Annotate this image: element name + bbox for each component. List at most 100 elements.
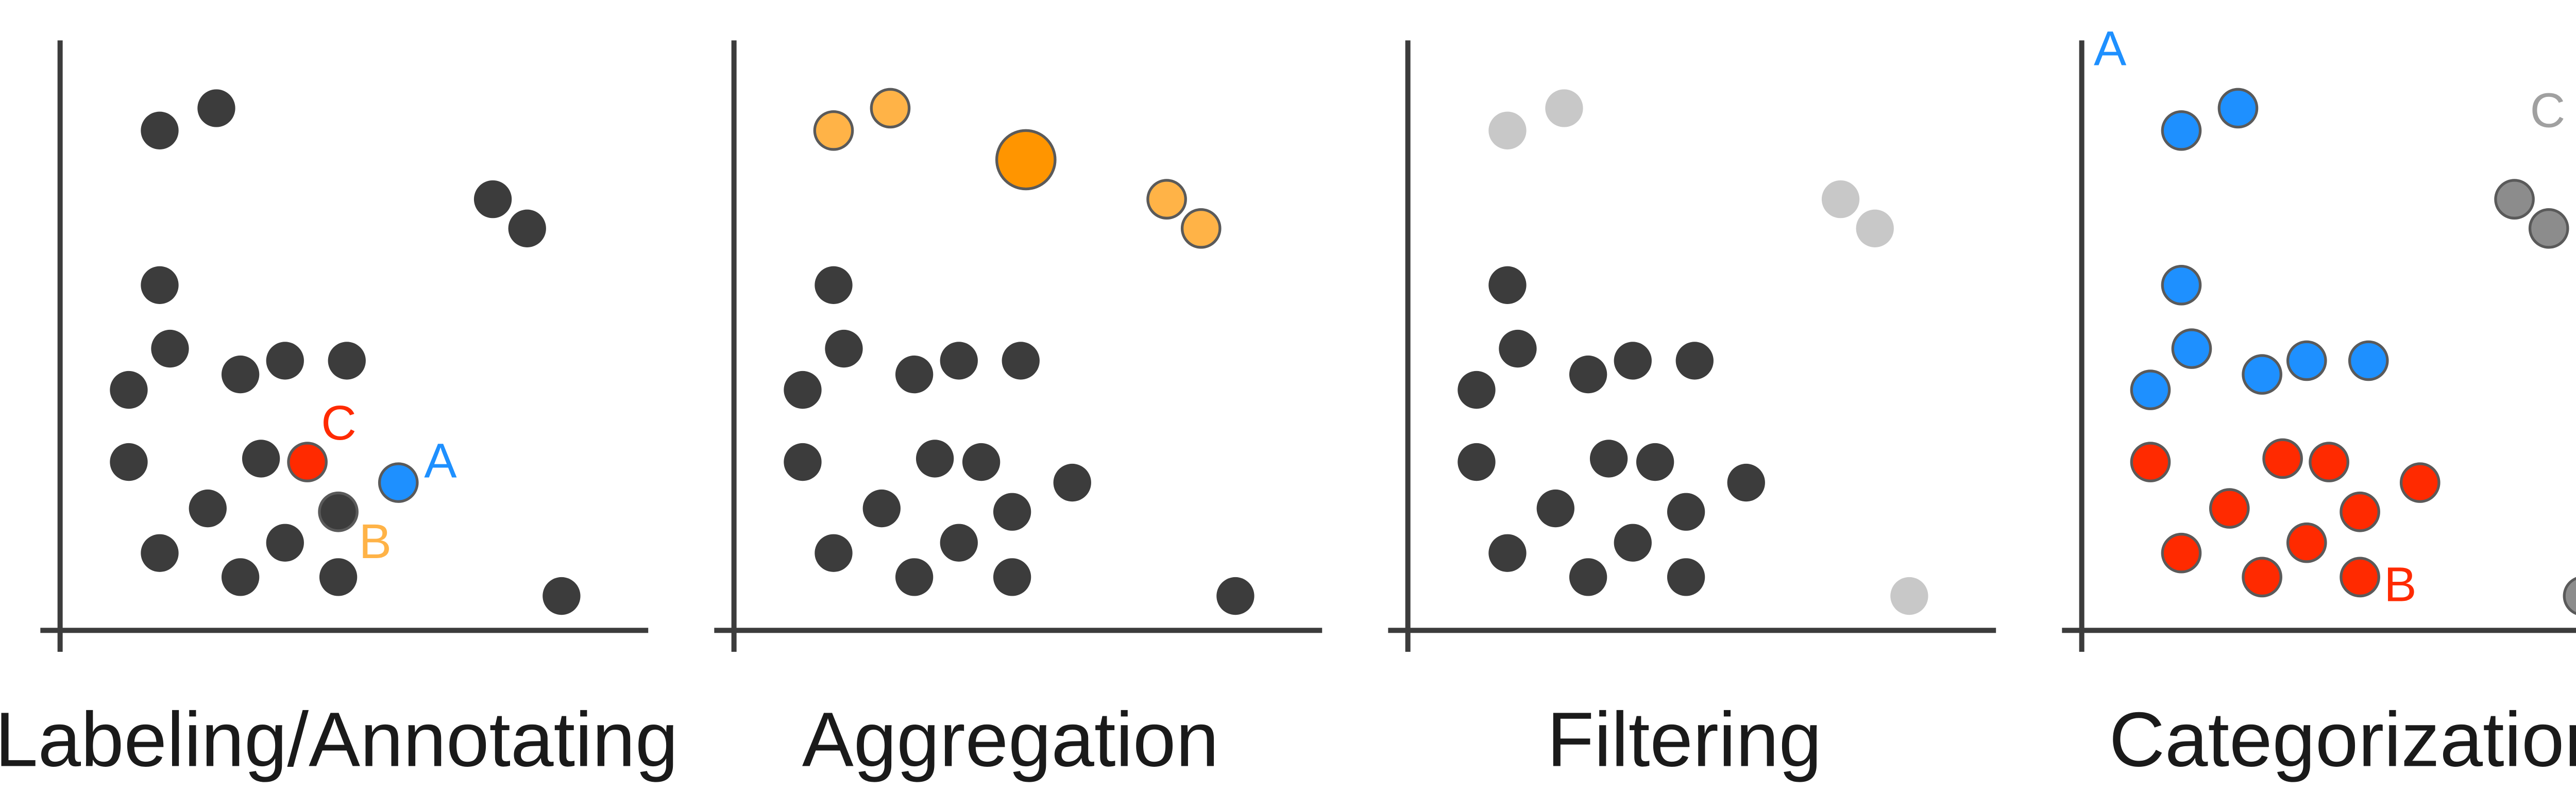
data-point-gray	[2494, 179, 2535, 220]
data-point-dark	[862, 489, 901, 528]
data-point-light	[1545, 89, 1583, 127]
data-point-dark	[784, 443, 822, 481]
data-point-blue	[2171, 328, 2212, 369]
data-point-red	[2209, 488, 2250, 529]
data-point-light	[1488, 111, 1527, 149]
data-point-orange-light	[813, 110, 854, 151]
data-point-dark	[1488, 534, 1527, 572]
data-point-red	[2309, 442, 2349, 482]
label-c: C	[2530, 83, 2566, 138]
data-point-dark	[197, 89, 235, 127]
data-point-red	[2399, 462, 2441, 503]
data-point-red	[2340, 491, 2380, 532]
data-point-light	[1856, 209, 1894, 247]
axes	[40, 40, 649, 652]
data-point-dark	[1569, 558, 1607, 596]
data-point-dark	[1216, 577, 1255, 615]
data-point-dark	[1667, 493, 1705, 531]
data-point-dark	[1458, 443, 1496, 481]
data-point-orange-light	[1146, 179, 1187, 220]
data-point-dark	[319, 558, 358, 596]
panel-filtering: Filtering	[1388, 40, 1996, 783]
axes	[2062, 40, 2576, 652]
data-point-dark	[151, 329, 189, 368]
data-point-dark	[1458, 371, 1496, 409]
data-point-dark	[940, 342, 978, 380]
data-point-blue	[2161, 110, 2202, 151]
data-point-dark	[1536, 489, 1574, 528]
data-point-dark	[1727, 463, 1765, 502]
data-point-dark	[895, 355, 934, 394]
panel-title: Labeling/Annotating	[0, 696, 678, 783]
data-point-dark	[110, 371, 148, 409]
data-point-dark	[328, 342, 366, 380]
data-point-dark	[1499, 329, 1537, 368]
data-point-dark	[1667, 558, 1705, 596]
data-point-red	[2340, 557, 2380, 598]
data-point-light	[1890, 577, 1928, 615]
data-point-dark	[1053, 463, 1091, 502]
data-point-dark	[508, 209, 546, 247]
data-point-dark	[1636, 443, 1674, 481]
data-point-dark	[1675, 342, 1714, 380]
data-point-orange-light	[1180, 208, 1222, 249]
data-point-dark	[1614, 524, 1652, 562]
data-point-dark	[940, 524, 978, 562]
data-point-dark	[993, 493, 1031, 531]
data-point-dark	[962, 443, 1001, 481]
label-b: B	[2384, 558, 2416, 612]
data-point-dark	[543, 577, 581, 615]
axes	[1388, 40, 1996, 652]
data-point-blue	[378, 462, 419, 503]
data-point-dark	[473, 180, 512, 218]
data-point-dark	[784, 371, 822, 409]
panel-labeling: Labeling/Annotating C AB	[0, 40, 678, 783]
data-point-blue	[2130, 369, 2171, 410]
data-point-dark	[189, 489, 227, 528]
data-point-dark	[1488, 266, 1527, 304]
data-point-red	[287, 442, 328, 482]
data-point-dark	[993, 558, 1031, 596]
data-point-dark	[1569, 355, 1607, 394]
label-c: C	[321, 396, 357, 450]
data-point-dark	[221, 558, 260, 596]
data-point-dark	[825, 329, 863, 368]
data-point-blue	[2286, 340, 2327, 381]
data-point-dark	[815, 266, 853, 304]
data-point-dark	[266, 524, 304, 562]
data-point-dark	[141, 534, 179, 572]
data-point-dark	[895, 558, 934, 596]
panel-aggregation: Aggregation	[714, 40, 1323, 783]
label-b: B	[359, 514, 392, 569]
data-point-dark	[916, 440, 954, 478]
data-point-orange-light	[870, 88, 911, 129]
data-point-dark	[815, 534, 853, 572]
panel-title: Aggregation	[802, 696, 1219, 783]
data-point-red	[2242, 557, 2282, 598]
data-point-blue	[2242, 354, 2282, 395]
data-point-gray	[2563, 577, 2576, 615]
data-point-blue	[2161, 264, 2202, 306]
data-point-dark	[1002, 342, 1040, 380]
data-point-light	[1821, 180, 1860, 218]
data-point-dark	[1614, 342, 1652, 380]
data-point-red	[2286, 522, 2327, 563]
panel-title: Filtering	[1547, 696, 1822, 783]
data-point-red	[2262, 438, 2303, 479]
axes	[714, 40, 1323, 652]
data-point-red	[2130, 442, 2171, 482]
data-point-red	[2161, 532, 2202, 574]
label-a: A	[424, 434, 457, 489]
data-point-orange-big	[995, 129, 1057, 191]
data-point-dark	[1589, 440, 1628, 478]
data-point-dark	[110, 443, 148, 481]
data-point-dark	[242, 440, 280, 478]
data-point-dark	[141, 111, 179, 149]
data-point-dark	[266, 342, 304, 380]
data-point-dark	[141, 266, 179, 304]
panel-categorization: Categorization A C B	[2062, 22, 2576, 783]
label-a: A	[2094, 22, 2127, 76]
data-point-gray	[2528, 208, 2569, 249]
data-point-dark	[221, 355, 260, 394]
